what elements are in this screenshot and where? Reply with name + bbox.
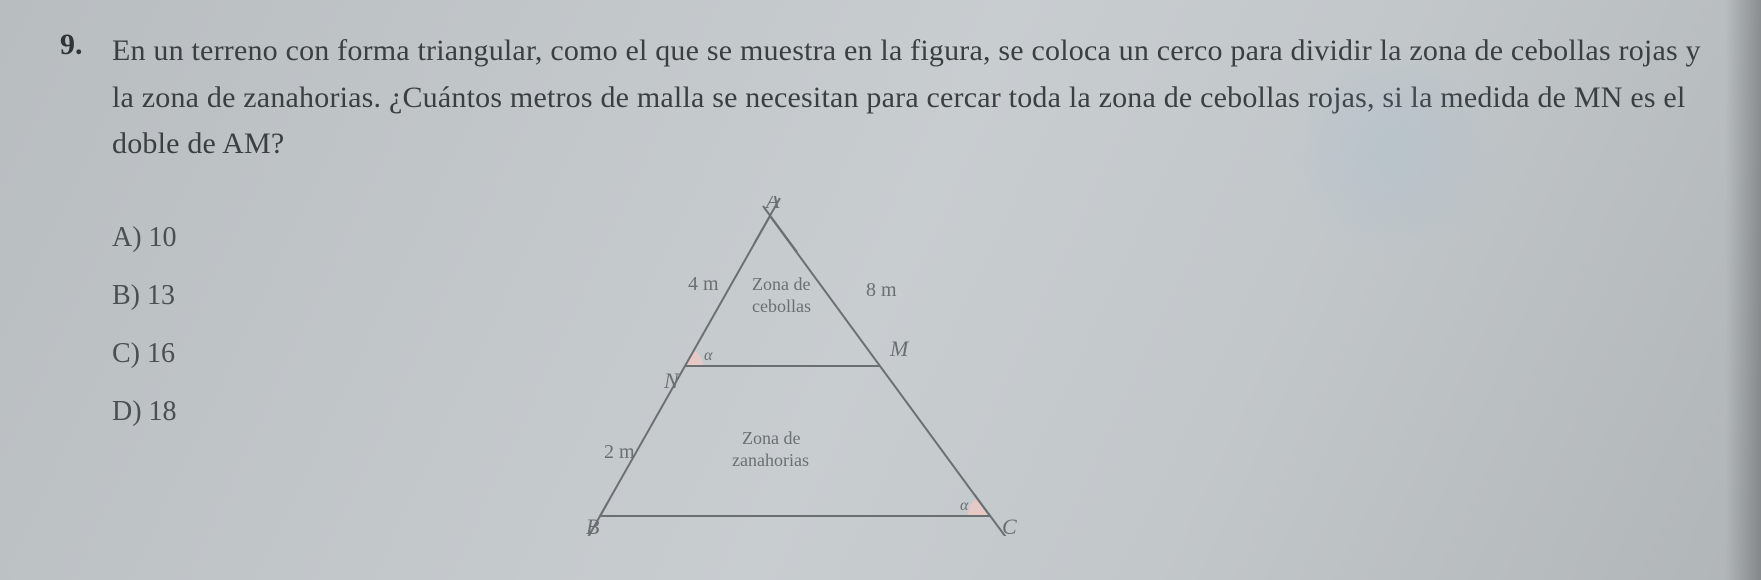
side-label-NB: 2 m [604,441,635,463]
content-row: A) 10 B) 13 C) 16 D) 18 ααABCNM4 m2 m8 m… [60,196,1701,428]
vertex-label-C: C [1002,514,1017,536]
answer-options: A) 10 B) 13 C) 16 D) 18 [60,196,480,428]
vertex-label-A: A [764,196,780,213]
question-text: En un terreno con forma triangular, como… [112,28,1701,168]
question-number: 9. [60,28,94,62]
figure-container: ααABCNM4 m2 m8 mZona decebollasZona deza… [480,196,1701,428]
region-label-zanahorias_l2: zanahorias [732,450,809,470]
angle-label-at_C: α [960,497,969,514]
side-label-AN: 4 m [688,273,719,295]
option-c[interactable]: C) 16 [112,338,480,370]
region-label-cebollas_l2: cebollas [752,296,811,316]
option-b[interactable]: B) 13 [112,280,480,312]
vertex-label-M: M [889,336,910,361]
side-label-AM: 8 m [866,279,897,301]
option-d[interactable]: D) 18 [112,396,480,428]
vertex-label-N: N [663,368,680,393]
question-block: 9. En un terreno con forma triangular, c… [60,28,1701,168]
angle-marker-at_N [685,350,703,366]
angle-label-at_N: α [704,347,713,364]
triangle-figure: ααABCNM4 m2 m8 mZona decebollasZona deza… [520,196,1040,536]
vertex-label-B: B [586,514,599,536]
option-a[interactable]: A) 10 [112,222,480,254]
region-label-zanahorias_l1: Zona de [742,428,800,448]
region-label-cebollas_l1: Zona de [752,274,810,294]
page-edge-shadow [1725,0,1761,580]
page: 9. En un terreno con forma triangular, c… [0,0,1761,580]
